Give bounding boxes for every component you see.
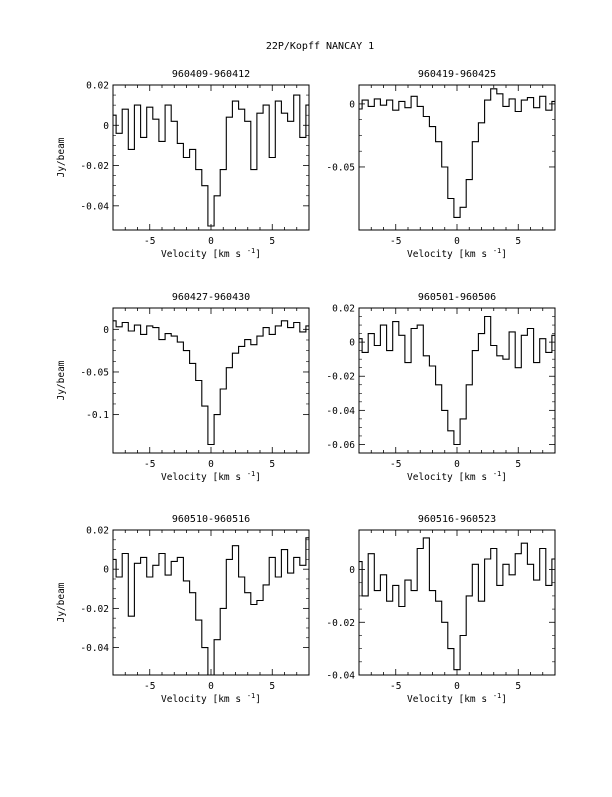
y-tick-label: 0 — [103, 121, 109, 132]
x-axis-label: Velocity [km s -1] — [161, 247, 261, 260]
panel-6: -5 0 5 -0.04 -0.02 0 960516-960523 Velocity [km… — [326, 514, 556, 705]
y-tick-label: 0.02 — [86, 81, 109, 92]
x-axis-label: Velocity [km s -1] — [161, 470, 261, 483]
x-tick-label: -5 — [144, 459, 155, 470]
plot-frame — [358, 307, 556, 454]
y-tick-label: -0.02 — [326, 372, 355, 383]
series-line-1 — [359, 537, 555, 671]
panel-2: -5 0 5 -0.05 0 960419-960425 Velocity [km s -1… — [326, 69, 556, 260]
x-tick-label: -5 — [144, 681, 155, 692]
x-tick-label: 0 — [208, 236, 214, 247]
panel-title: 960516-960523 — [418, 514, 496, 525]
y-tick-label: 0 — [349, 565, 355, 576]
series-line-1 — [113, 94, 309, 227]
y-axis-label: Jy/beam — [56, 137, 67, 177]
y-tick-label: 0 — [349, 338, 355, 349]
y-axis-label: Jy/beam — [56, 582, 67, 622]
y-tick-label: -0.04 — [80, 643, 109, 654]
y-tick-label: -0.05 — [80, 367, 109, 378]
y-tick-label: 0 — [103, 565, 109, 576]
series-line-1 — [359, 315, 555, 446]
plot-frame — [112, 307, 310, 454]
y-tick-label: -0.06 — [326, 440, 355, 451]
panel-5: -5 0 5 -0.04 -0.02 0 0.02 960510-960516 Velocity… — [56, 514, 310, 705]
x-tick-label: -5 — [390, 236, 401, 247]
y-tick-label: -0.02 — [326, 618, 355, 629]
y-tick-label: 0 — [349, 99, 355, 110]
plot-frame — [112, 84, 310, 231]
x-axis-label: Velocity [km s -1] — [407, 692, 507, 705]
panel-3: -5 0 5 -0.1 -0.05 0 960427-960430 Velocity [km … — [56, 292, 310, 483]
x-tick-label: -5 — [390, 459, 401, 470]
panel-title: 960409-960412 — [172, 69, 250, 80]
plot-frame — [358, 529, 556, 676]
y-tick-label: -0.02 — [80, 161, 109, 172]
x-tick-label: 0 — [208, 681, 214, 692]
y-tick-label: -0.04 — [80, 201, 109, 212]
y-tick-label: -0.04 — [326, 406, 355, 417]
x-axis-label: Velocity [km s -1] — [407, 247, 507, 260]
series-line-1 — [113, 537, 309, 676]
panel-title: 960419-960425 — [418, 69, 496, 80]
y-tick-label: 0 — [103, 325, 109, 336]
series-line-1 — [113, 320, 309, 446]
x-tick-label: 0 — [454, 459, 460, 470]
x-tick-label: -5 — [144, 236, 155, 247]
panel-title: 960510-960516 — [172, 514, 250, 525]
series-line-1 — [359, 88, 555, 218]
x-tick-label: 0 — [454, 681, 460, 692]
x-tick-label: 5 — [269, 236, 275, 247]
x-tick-label: 0 — [454, 236, 460, 247]
x-tick-label: 5 — [269, 459, 275, 470]
figure-title: 22P/Kopff NANCAY 1 — [266, 41, 374, 52]
x-tick-label: 5 — [515, 236, 521, 247]
x-tick-label: -5 — [390, 681, 401, 692]
plot-frame — [358, 84, 556, 231]
y-axis-label: Jy/beam — [56, 360, 67, 400]
y-tick-label: 0.02 — [332, 304, 355, 315]
x-tick-label: 5 — [515, 459, 521, 470]
x-tick-label: 5 — [269, 681, 275, 692]
panel-1: -5 0 5 -0.04 -0.02 0 0.02 960409-960412 Velocity… — [56, 69, 310, 260]
x-tick-label: 5 — [515, 681, 521, 692]
x-axis-label: Velocity [km s -1] — [407, 470, 507, 483]
y-tick-label: 0.02 — [86, 526, 109, 537]
panel-4: -5 0 5 -0.06 -0.04 -0.02 0 0.02 960501-960506 Vel… — [326, 292, 556, 483]
y-tick-label: -0.02 — [80, 604, 109, 615]
plot-frame — [112, 529, 310, 676]
panel-title: 960427-960430 — [172, 292, 250, 303]
x-tick-label: 0 — [208, 459, 214, 470]
y-tick-label: -0.05 — [326, 162, 355, 173]
x-axis-label: Velocity [km s -1] — [161, 692, 261, 705]
y-tick-label: -0.04 — [326, 671, 355, 682]
panel-title: 960501-960506 — [418, 292, 496, 303]
y-tick-label: -0.1 — [86, 410, 109, 421]
